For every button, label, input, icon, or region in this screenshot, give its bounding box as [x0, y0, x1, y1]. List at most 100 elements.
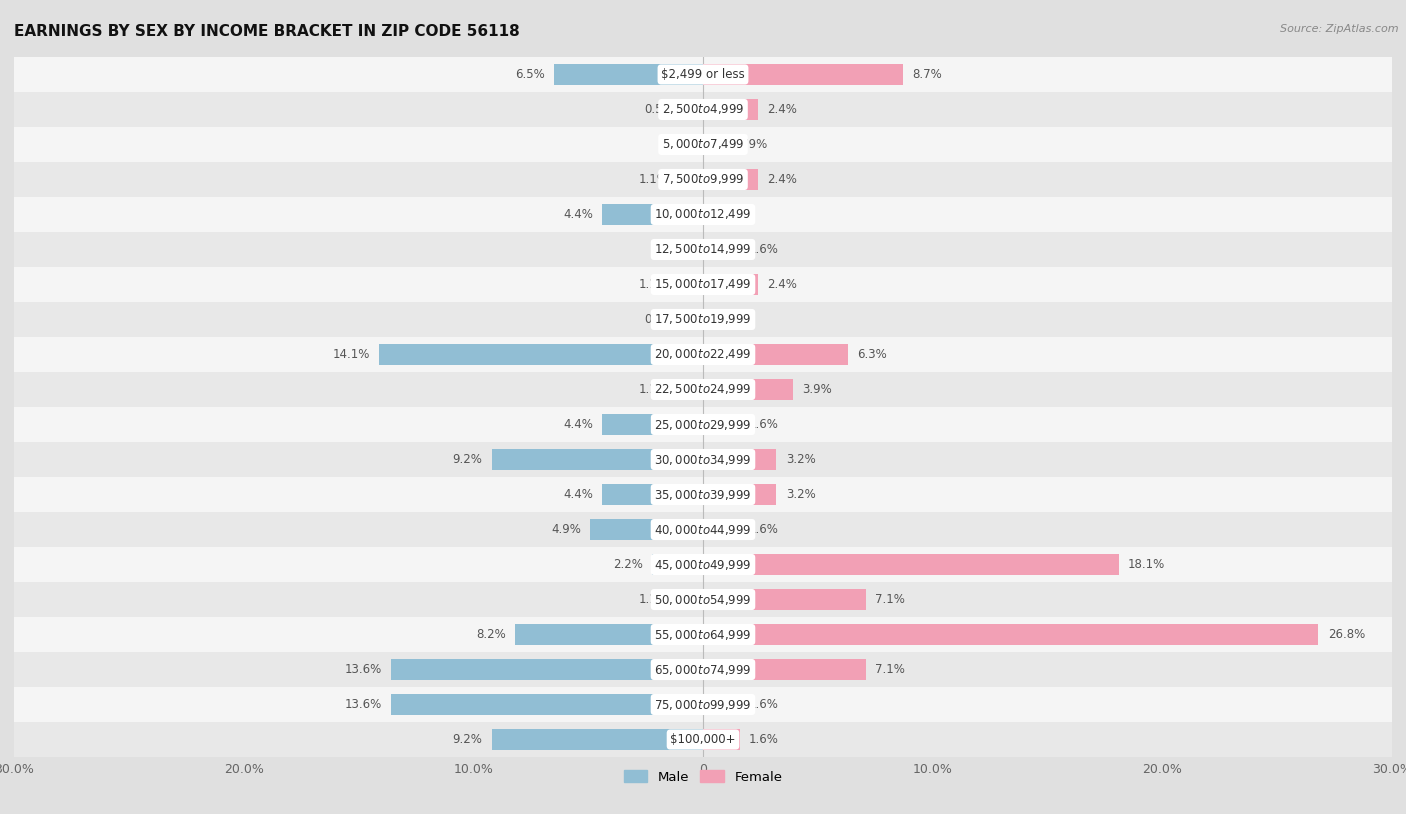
Bar: [703, 589, 866, 610]
Bar: [14, 477, 1392, 512]
Text: Source: ZipAtlas.com: Source: ZipAtlas.com: [1281, 24, 1399, 34]
Bar: [14, 337, 1392, 372]
Text: 4.4%: 4.4%: [562, 208, 593, 221]
Text: 6.3%: 6.3%: [856, 348, 887, 361]
Bar: [703, 624, 1319, 646]
Bar: [14, 92, 1392, 127]
Text: 6.5%: 6.5%: [515, 68, 544, 81]
Bar: [14, 127, 1392, 162]
Text: $25,000 to $29,999: $25,000 to $29,999: [654, 418, 752, 431]
Bar: [703, 133, 721, 155]
Bar: [652, 554, 703, 575]
Text: 1.6%: 1.6%: [749, 733, 779, 746]
Bar: [703, 729, 740, 751]
Bar: [690, 98, 703, 120]
Text: 1.1%: 1.1%: [638, 593, 669, 606]
Text: $22,500 to $24,999: $22,500 to $24,999: [654, 383, 752, 396]
Bar: [14, 267, 1392, 302]
Bar: [703, 98, 758, 120]
Text: 18.1%: 18.1%: [1128, 558, 1166, 571]
Text: 1.6%: 1.6%: [749, 418, 779, 431]
Text: 3.2%: 3.2%: [786, 488, 815, 501]
Bar: [14, 722, 1392, 757]
Text: 1.1%: 1.1%: [638, 383, 669, 396]
Bar: [14, 162, 1392, 197]
Text: 13.6%: 13.6%: [344, 663, 381, 676]
Bar: [14, 547, 1392, 582]
Bar: [14, 617, 1392, 652]
Bar: [492, 449, 703, 470]
Bar: [554, 63, 703, 85]
Text: $45,000 to $49,999: $45,000 to $49,999: [654, 558, 752, 571]
Bar: [703, 63, 903, 85]
Text: $35,000 to $39,999: $35,000 to $39,999: [654, 488, 752, 501]
Bar: [703, 379, 793, 400]
Text: 0.0%: 0.0%: [713, 208, 742, 221]
Bar: [14, 687, 1392, 722]
Text: 3.9%: 3.9%: [801, 383, 831, 396]
Text: $2,500 to $4,999: $2,500 to $4,999: [662, 103, 744, 116]
Text: $15,000 to $17,499: $15,000 to $17,499: [654, 278, 752, 291]
Bar: [678, 589, 703, 610]
Bar: [591, 519, 703, 540]
Text: 8.7%: 8.7%: [912, 68, 942, 81]
Bar: [492, 729, 703, 751]
Text: 1.6%: 1.6%: [749, 523, 779, 536]
Bar: [602, 204, 703, 225]
Text: $65,000 to $74,999: $65,000 to $74,999: [654, 663, 752, 676]
Text: 1.6%: 1.6%: [749, 698, 779, 711]
Text: $40,000 to $44,999: $40,000 to $44,999: [654, 523, 752, 536]
Text: 3.2%: 3.2%: [786, 453, 815, 466]
Text: $55,000 to $64,999: $55,000 to $64,999: [654, 628, 752, 641]
Bar: [14, 512, 1392, 547]
Text: $5,000 to $7,499: $5,000 to $7,499: [662, 138, 744, 151]
Text: 0.54%: 0.54%: [644, 313, 682, 326]
Bar: [703, 554, 1119, 575]
Text: 7.1%: 7.1%: [875, 593, 905, 606]
Text: 1.1%: 1.1%: [638, 278, 669, 291]
Text: 1.1%: 1.1%: [638, 173, 669, 186]
Bar: [602, 414, 703, 435]
Text: 2.4%: 2.4%: [768, 278, 797, 291]
Bar: [703, 484, 776, 505]
Text: EARNINGS BY SEX BY INCOME BRACKET IN ZIP CODE 56118: EARNINGS BY SEX BY INCOME BRACKET IN ZIP…: [14, 24, 520, 39]
Text: 7.1%: 7.1%: [875, 663, 905, 676]
Bar: [14, 232, 1392, 267]
Text: 0.79%: 0.79%: [730, 138, 768, 151]
Text: 0.0%: 0.0%: [664, 138, 693, 151]
Text: 2.4%: 2.4%: [768, 103, 797, 116]
Bar: [14, 442, 1392, 477]
Text: 14.1%: 14.1%: [333, 348, 370, 361]
Text: 2.2%: 2.2%: [613, 558, 644, 571]
Bar: [703, 239, 740, 260]
Bar: [14, 197, 1392, 232]
Bar: [14, 372, 1392, 407]
Text: 2.4%: 2.4%: [768, 173, 797, 186]
Bar: [678, 274, 703, 295]
Bar: [380, 344, 703, 365]
Text: $10,000 to $12,499: $10,000 to $12,499: [654, 208, 752, 221]
Bar: [14, 57, 1392, 92]
Bar: [14, 407, 1392, 442]
Bar: [703, 694, 740, 716]
Bar: [703, 168, 758, 190]
Text: 26.8%: 26.8%: [1327, 628, 1365, 641]
Text: $20,000 to $22,499: $20,000 to $22,499: [654, 348, 752, 361]
Bar: [14, 302, 1392, 337]
Bar: [703, 449, 776, 470]
Bar: [703, 344, 848, 365]
Text: $17,500 to $19,999: $17,500 to $19,999: [654, 313, 752, 326]
Text: $2,499 or less: $2,499 or less: [661, 68, 745, 81]
Text: 4.4%: 4.4%: [562, 418, 593, 431]
Text: 0.54%: 0.54%: [644, 103, 682, 116]
Bar: [678, 168, 703, 190]
Bar: [14, 582, 1392, 617]
Text: 4.4%: 4.4%: [562, 488, 593, 501]
Bar: [391, 659, 703, 681]
Text: 1.6%: 1.6%: [749, 243, 779, 256]
Legend: Male, Female: Male, Female: [619, 765, 787, 789]
Bar: [515, 624, 703, 646]
Bar: [14, 652, 1392, 687]
Bar: [602, 484, 703, 505]
Text: 13.6%: 13.6%: [344, 698, 381, 711]
